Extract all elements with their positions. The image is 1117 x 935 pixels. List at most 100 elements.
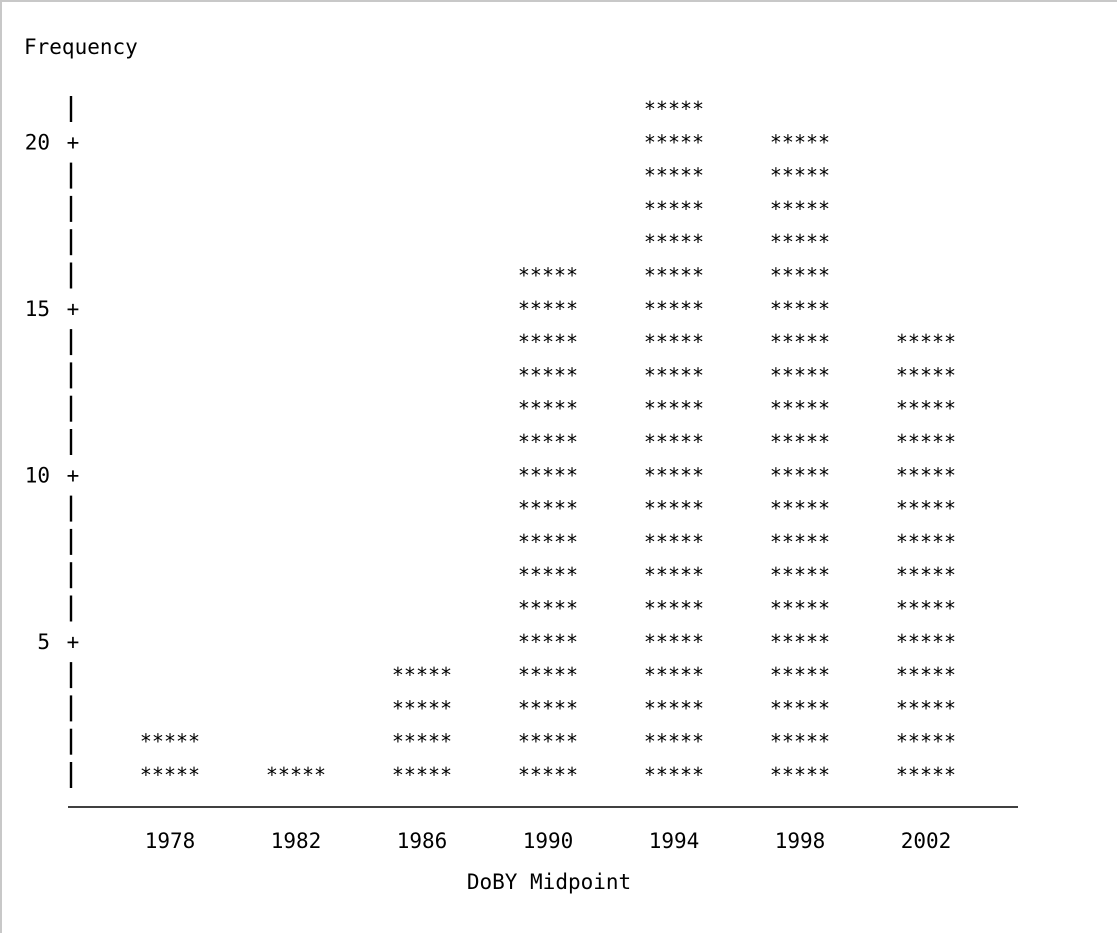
bar-segment: ***** xyxy=(644,230,704,254)
bar-segment: ***** xyxy=(644,730,704,754)
bar-segment: ***** xyxy=(770,530,830,554)
bar-1994: ***** ***** ***** ***** ***** ***** ***** *****… xyxy=(644,97,704,787)
bar-segment: ***** xyxy=(518,630,578,654)
bar-segment: ***** xyxy=(770,164,830,188)
y-axis-label: Frequency xyxy=(24,35,138,59)
x-tick-label: 1982 xyxy=(271,829,322,853)
bar-segment: ***** xyxy=(518,563,578,587)
bar-segment: ***** xyxy=(518,730,578,754)
bar-segment: ***** xyxy=(896,463,956,487)
bar-segment: ***** xyxy=(392,730,452,754)
x-tick-label: 1994 xyxy=(649,829,700,853)
bar-segment: ***** xyxy=(770,730,830,754)
y-tick-mark: + xyxy=(67,130,80,154)
y-tick-label: 5 xyxy=(37,630,50,654)
bar-segment: ***** xyxy=(518,297,578,321)
bar-2002: ***** ***** ***** ***** ***** ***** ***** *****… xyxy=(896,330,956,787)
bar-segment: ***** xyxy=(644,696,704,720)
bar-segment: ***** xyxy=(770,130,830,154)
bar-segment: ***** xyxy=(392,696,452,720)
y-axis: +5 +10 +15 +20 xyxy=(25,96,80,788)
bar-segment: ***** xyxy=(518,330,578,354)
bar-segment: ***** xyxy=(518,363,578,387)
bar-segment: ***** xyxy=(140,763,200,787)
bar-segment: ***** xyxy=(644,97,704,121)
y-tick-label: 20 xyxy=(25,130,50,154)
y-tick-mark: + xyxy=(67,463,80,487)
bar-segment: ***** xyxy=(770,264,830,288)
bar-segment: ***** xyxy=(518,597,578,621)
bar-segment: ***** xyxy=(518,397,578,421)
bar-segment: ***** xyxy=(896,397,956,421)
bar-1998: ***** ***** ***** ***** ***** ***** ***** *****… xyxy=(770,130,830,787)
bar-segment: ***** xyxy=(392,663,452,687)
x-axis-tick-labels: 1978 1982 1986 1990 1994 1998 2002 xyxy=(145,829,952,853)
bar-segment: ***** xyxy=(896,330,956,354)
bar-segment: ***** xyxy=(644,463,704,487)
bar-segment: ***** xyxy=(770,597,830,621)
bar-segment: ***** xyxy=(644,597,704,621)
bar-segment: ***** xyxy=(770,330,830,354)
bar-segment: ***** xyxy=(644,430,704,454)
bar-segment: ***** xyxy=(644,630,704,654)
bar-segment: ***** xyxy=(644,164,704,188)
bar-segment: ***** xyxy=(518,430,578,454)
bars: *************** *************************… xyxy=(140,97,956,787)
bar-segment: ***** xyxy=(770,663,830,687)
bar-segment: ***** xyxy=(896,696,956,720)
y-tick-mark: + xyxy=(67,630,80,654)
bar-segment: ***** xyxy=(644,197,704,221)
bar-segment: ***** xyxy=(896,497,956,521)
bar-segment: ***** xyxy=(770,297,830,321)
bar-segment: ***** xyxy=(896,763,956,787)
bar-segment: ***** xyxy=(770,430,830,454)
bar-segment: ***** xyxy=(518,663,578,687)
x-tick-label: 1986 xyxy=(397,829,448,853)
bar-1990: ***** ***** ***** ***** ***** ***** ***** *****… xyxy=(518,264,578,788)
bar-segment: ***** xyxy=(644,563,704,587)
bar-segment: ***** xyxy=(770,463,830,487)
x-tick-label: 1998 xyxy=(775,829,826,853)
bar-segment: ***** xyxy=(896,530,956,554)
bar-segment: ***** xyxy=(770,497,830,521)
bar-segment: ***** xyxy=(770,197,830,221)
bar-segment: ***** xyxy=(518,264,578,288)
bar-segment: ***** xyxy=(518,530,578,554)
y-tick-mark: + xyxy=(67,297,80,321)
bar-segment: ***** xyxy=(644,264,704,288)
bar-1982: ***** xyxy=(266,763,326,787)
bar-segment: ***** xyxy=(770,763,830,787)
bar-segment: ***** xyxy=(770,630,830,654)
bar-segment: ***** xyxy=(644,330,704,354)
x-tick-label: 1990 xyxy=(523,829,574,853)
bar-segment: ***** xyxy=(896,630,956,654)
bar-segment: ***** xyxy=(644,530,704,554)
bar-segment: ***** xyxy=(896,597,956,621)
bar-segment: ***** xyxy=(896,730,956,754)
bar-segment: ***** xyxy=(896,663,956,687)
bar-segment: ***** xyxy=(896,563,956,587)
bar-segment: ***** xyxy=(518,463,578,487)
y-tick-label: 15 xyxy=(25,297,50,321)
bar-segment: ***** xyxy=(518,763,578,787)
bar-segment: ***** xyxy=(896,363,956,387)
bar-segment: ***** xyxy=(770,397,830,421)
bar-segment: ***** xyxy=(266,763,326,787)
y-tick-label: 10 xyxy=(25,463,50,487)
x-tick-label: 2002 xyxy=(901,829,952,853)
x-tick-label: 1978 xyxy=(145,829,196,853)
bar-1986: ***** ***** ***** ***** xyxy=(392,663,452,787)
bar-segment: ***** xyxy=(644,663,704,687)
bar-segment: ***** xyxy=(644,397,704,421)
bar-segment: ***** xyxy=(644,497,704,521)
bar-1978: ***** ***** xyxy=(140,730,200,787)
bar-segment: ***** xyxy=(644,297,704,321)
bar-segment: ***** xyxy=(770,230,830,254)
bar-segment: ***** xyxy=(140,730,200,754)
bar-segment: ***** xyxy=(770,696,830,720)
bar-segment: ***** xyxy=(392,763,452,787)
bar-segment: ***** xyxy=(644,363,704,387)
bar-segment: ***** xyxy=(770,363,830,387)
bar-segment: ***** xyxy=(770,563,830,587)
